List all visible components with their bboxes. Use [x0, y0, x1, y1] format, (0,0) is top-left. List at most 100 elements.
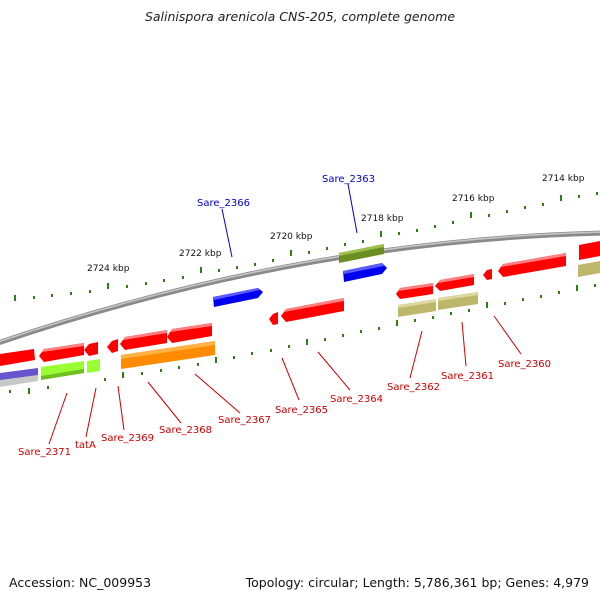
gene-label-tata[interactable]: tatA: [75, 440, 96, 451]
gene-label-sare-2368[interactable]: Sare_2368: [159, 425, 212, 436]
gene-sare-2366[interactable]: [213, 288, 263, 307]
genome-backbone: [0, 230, 600, 345]
leader-line: [48, 392, 68, 445]
tick-mark: [560, 195, 562, 201]
gene-sare-2367-highlight: [170, 323, 212, 332]
tick-mark: [450, 312, 452, 315]
leader-line: [221, 208, 233, 258]
gene-sare-2369[interactable]: [107, 339, 118, 353]
gene-olive-2361-highlight: [438, 292, 478, 301]
gene-label-sare-2371[interactable]: Sare_2371: [18, 447, 71, 458]
tick-mark: [254, 263, 256, 266]
gene-sare-2366-highlight: [213, 288, 260, 300]
gene-sare-2368[interactable]: [120, 330, 167, 350]
gene-label-sare-2364[interactable]: Sare_2364: [330, 394, 383, 405]
tick-mark: [342, 334, 344, 337]
tick-mark: [576, 285, 578, 291]
tick-mark: [378, 327, 380, 330]
scale-label: 2716 kbp: [452, 194, 495, 204]
leader-line: [281, 357, 300, 401]
tick-mark: [145, 282, 147, 285]
gene-left-partial-purple[interactable]: [0, 368, 38, 382]
tick-mark: [288, 345, 290, 348]
tick-mark: [122, 372, 124, 378]
gene-left-partial-grey[interactable]: [0, 375, 38, 387]
tick-mark: [251, 352, 253, 355]
tick-mark: [51, 294, 53, 297]
leader-line: [117, 385, 125, 431]
gene-sare-2371-highlight: [42, 343, 84, 352]
tick-mark: [272, 259, 274, 262]
leader-line: [147, 381, 182, 424]
tick-mark: [594, 284, 596, 287]
gene-label-sare-2360[interactable]: Sare_2360: [498, 359, 551, 370]
gene-label-sare-2367[interactable]: Sare_2367: [218, 415, 271, 426]
tick-mark: [398, 232, 400, 235]
tick-mark: [380, 231, 382, 237]
gene-label-sare-2362[interactable]: Sare_2362: [387, 382, 440, 393]
tick-mark: [326, 247, 328, 250]
tick-mark: [578, 195, 580, 198]
gene-sare-2364-highlight: [284, 298, 344, 312]
gene-label-sare-2366[interactable]: Sare_2366: [197, 198, 250, 209]
tick-mark: [104, 378, 106, 381]
gene-label-sare-2361[interactable]: Sare_2361: [441, 371, 494, 382]
genome-title: Salinispora arenicola CNS-205, complete …: [144, 9, 456, 24]
gene-orange-highlight: [121, 341, 215, 359]
tick-mark: [70, 292, 72, 295]
tick-mark: [163, 279, 165, 282]
tick-mark: [290, 250, 292, 256]
lower-tick-row: [9, 284, 596, 394]
gene-label-sare-2365[interactable]: Sare_2365: [275, 405, 328, 416]
gene-sare-2363-highlight: [343, 263, 384, 274]
reverse-strand-genes: [0, 253, 566, 387]
gene-tata-red[interactable]: [84, 342, 98, 356]
forward-strand-genes: [213, 241, 600, 307]
gene-left-partial-red[interactable]: [0, 349, 35, 366]
leader-line: [409, 330, 423, 379]
tick-mark: [596, 192, 598, 195]
tick-mark: [107, 283, 109, 289]
tick-mark: [360, 330, 362, 333]
gene-sare-2367[interactable]: [167, 323, 212, 343]
leader-line: [317, 351, 351, 391]
gene-olive-right[interactable]: [578, 261, 600, 277]
tick-mark: [396, 320, 398, 326]
gene-tata[interactable]: [87, 359, 100, 373]
tick-mark: [197, 363, 199, 366]
leader-line: [493, 315, 522, 355]
tick-mark: [33, 296, 35, 299]
leader-line: [194, 373, 241, 414]
tick-mark: [160, 369, 162, 372]
tick-mark: [9, 390, 11, 393]
scale-label: 2724 kbp: [87, 264, 130, 274]
gene-label-sare-2363[interactable]: Sare_2363: [322, 174, 375, 185]
tick-mark: [504, 302, 506, 305]
tick-mark: [324, 338, 326, 341]
tick-mark: [506, 210, 508, 213]
tick-mark: [452, 221, 454, 224]
gene-label-sare-2369[interactable]: Sare_2369: [101, 433, 154, 444]
tick-mark: [14, 295, 16, 301]
scale-label: 2714 kbp: [542, 174, 585, 184]
tick-mark: [47, 386, 49, 389]
gene-sare-2364[interactable]: [281, 298, 344, 322]
tick-mark: [468, 309, 470, 312]
tick-mark: [558, 291, 560, 294]
tick-mark: [542, 203, 544, 206]
gene-sare-2359[interactable]: [498, 253, 566, 277]
tick-mark: [178, 366, 180, 369]
gene-sare-2365[interactable]: [269, 312, 278, 325]
tick-mark: [182, 276, 184, 279]
tick-mark: [488, 214, 490, 217]
tick-mark: [470, 212, 472, 218]
gene-sare-2360[interactable]: [483, 269, 492, 280]
gene-forward-right[interactable]: [579, 241, 600, 260]
tick-mark: [524, 206, 526, 209]
gene-sare-2363[interactable]: [343, 263, 387, 282]
gene-olive-upper-highlight: [339, 244, 384, 256]
tick-mark: [540, 295, 542, 298]
gene-sare-2371[interactable]: [39, 343, 84, 362]
